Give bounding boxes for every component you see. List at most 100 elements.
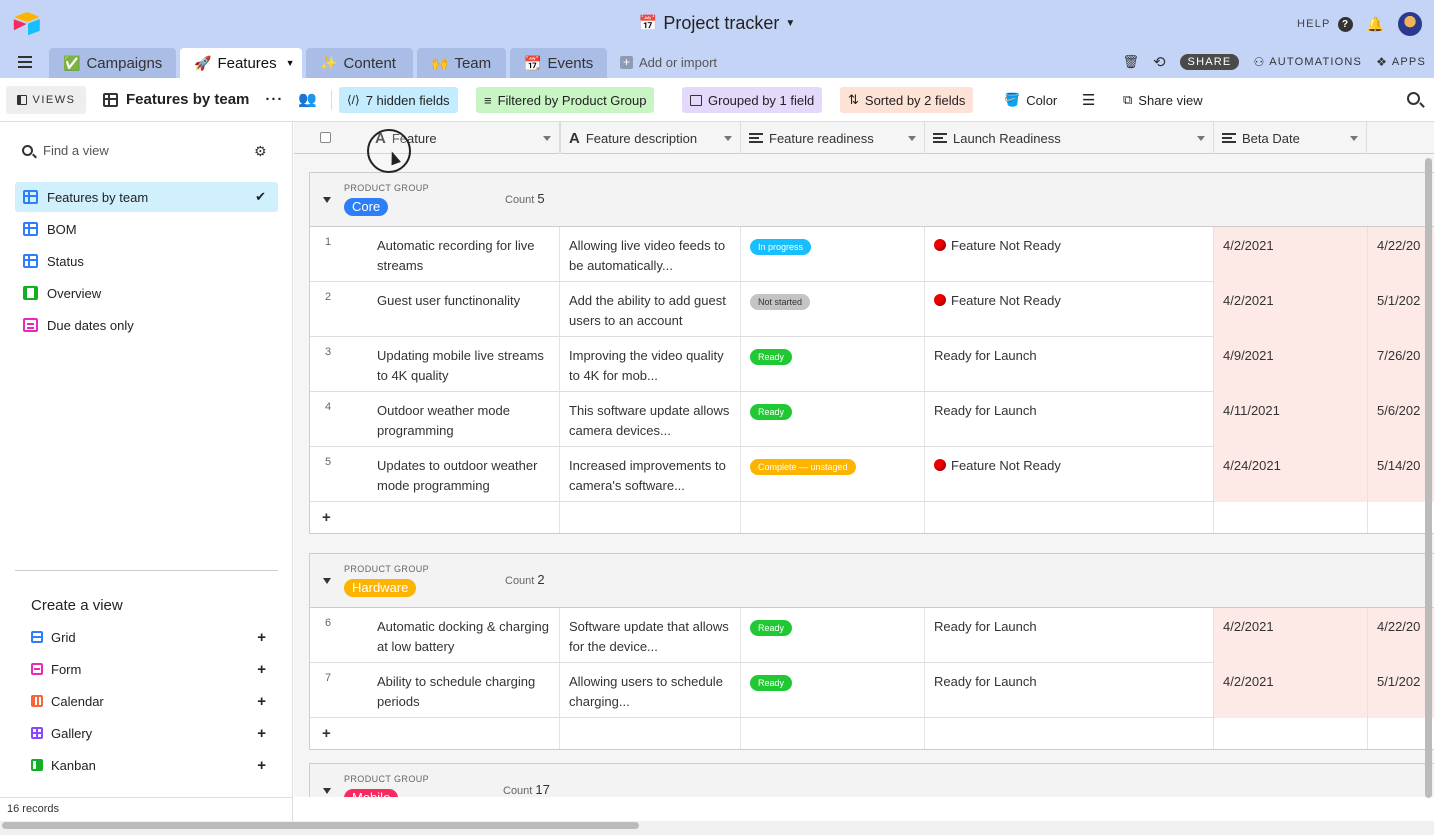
tab-events[interactable]: 📆 Events — [510, 48, 607, 78]
cell-launch-readiness[interactable]: Ready for Launch — [925, 608, 1214, 663]
cell-feature-description[interactable]: Allowing live video feeds to be automati… — [560, 227, 741, 282]
apps-button[interactable]: ❖ APPS — [1376, 55, 1426, 69]
create-grid-view[interactable]: Grid + — [31, 626, 271, 648]
cell-launch-readiness[interactable]: Feature Not Ready — [925, 447, 1214, 502]
cell-feature-readiness[interactable]: In progress — [741, 227, 925, 282]
create-form-view[interactable]: Form + — [31, 658, 271, 680]
collapse-caret-icon[interactable] — [323, 197, 331, 203]
chevron-down-icon[interactable] — [1350, 136, 1358, 141]
cell-feature[interactable]: Automatic recording for live streams — [310, 227, 560, 282]
cell-next-date[interactable]: 4/22/20 — [1368, 227, 1434, 282]
sidebar-item-due-dates-only[interactable]: Due dates only — [15, 310, 278, 340]
cell-launch-readiness[interactable]: Ready for Launch — [925, 337, 1214, 392]
notifications-bell-icon[interactable]: 🔔 — [1366, 15, 1384, 32]
cell-next-date[interactable]: 7/26/20 — [1368, 337, 1434, 392]
cell-feature[interactable]: Guest user functinonality — [310, 282, 560, 337]
filter-button[interactable]: ≡ Filtered by Product Group — [476, 87, 655, 113]
chevron-down-icon[interactable] — [908, 136, 916, 141]
history-icon[interactable]: ⟲ — [1152, 54, 1166, 71]
hamburger-menu-icon[interactable] — [18, 56, 32, 68]
row-height-button[interactable]: ☰ — [1074, 87, 1103, 113]
cell-next-date[interactable]: 5/1/202 — [1368, 663, 1434, 718]
chevron-down-icon[interactable] — [724, 136, 732, 141]
plus-icon[interactable]: + — [322, 725, 331, 742]
table-row[interactable]: 4 Outdoor weather mode programming This so… — [310, 392, 1434, 447]
chevron-down-icon[interactable]: ▼ — [285, 58, 295, 68]
cell-next-date[interactable]: 4/22/20 — [1368, 608, 1434, 663]
column-header-feature-readiness[interactable]: Feature readiness — [741, 122, 925, 154]
plus-icon[interactable]: + — [257, 756, 266, 774]
cell-launch-readiness[interactable]: Feature Not Ready — [925, 227, 1214, 282]
cell-feature-readiness[interactable]: Ready — [741, 663, 925, 718]
cell-feature-readiness[interactable]: Complete — unstaged — [741, 447, 925, 502]
add-record-row[interactable]: + — [310, 718, 1434, 749]
cell-feature-readiness[interactable]: Not started — [741, 282, 925, 337]
collapse-caret-icon[interactable] — [323, 788, 331, 794]
table-row[interactable]: 1 Automatic recording for live streams All… — [310, 227, 1434, 282]
select-all-checkbox[interactable] — [320, 132, 331, 143]
tab-campaigns[interactable]: ✅ Campaigns — [49, 48, 176, 78]
cell-feature-readiness[interactable]: Ready — [741, 608, 925, 663]
table-row[interactable]: 6 Automatic docking & charging at low bat… — [310, 608, 1434, 663]
create-gallery-view[interactable]: Gallery + — [31, 722, 271, 744]
create-kanban-view[interactable]: Kanban + — [31, 754, 271, 776]
table-row[interactable]: 5 Updates to outdoor weather mode program… — [310, 447, 1434, 502]
cell-feature[interactable]: Updates to outdoor weather mode programm… — [310, 447, 560, 502]
group-header[interactable]: PRODUCT GROUP Core Count 5 — [310, 173, 1434, 227]
cell-feature-description[interactable]: Add the ability to add guest users to an… — [560, 282, 741, 337]
cell-feature-description[interactable]: This software update allows camera devic… — [560, 392, 741, 447]
cell-feature[interactable]: Updating mobile live streams to 4K quali… — [310, 337, 560, 392]
cell-next-date[interactable]: 5/1/202 — [1368, 282, 1434, 337]
cell-beta-date[interactable]: 4/24/2021 — [1214, 447, 1368, 502]
cell-beta-date[interactable]: 4/2/2021 — [1214, 608, 1368, 663]
share-button[interactable]: SHARE — [1179, 54, 1240, 70]
horizontal-scrollbar[interactable] — [2, 822, 639, 829]
column-header-launch-readiness[interactable]: Launch Readiness — [925, 122, 1214, 154]
chevron-down-icon[interactable] — [1197, 136, 1205, 141]
find-view-search[interactable]: Find a view — [22, 140, 272, 160]
plus-icon[interactable]: + — [257, 628, 266, 646]
cell-feature-readiness[interactable]: Ready — [741, 392, 925, 447]
cell-launch-readiness[interactable]: Feature Not Ready — [925, 282, 1214, 337]
column-header-feature-description[interactable]: A Feature description — [560, 122, 741, 154]
plus-icon[interactable]: + — [257, 692, 266, 710]
table-row[interactable]: 7 Ability to schedule charging periods All… — [310, 663, 1434, 718]
cell-next-date[interactable]: 5/6/202 — [1368, 392, 1434, 447]
current-view-name[interactable]: Features by team ··· — [103, 91, 283, 108]
cell-feature-description[interactable]: Increased improvements to camera's softw… — [560, 447, 741, 502]
cell-next-date[interactable]: 5/14/20 — [1368, 447, 1434, 502]
cell-feature[interactable]: Ability to schedule charging periods — [310, 663, 560, 718]
cell-feature-description[interactable]: Allowing users to schedule charging... — [560, 663, 741, 718]
cell-beta-date[interactable]: 4/9/2021 — [1214, 337, 1368, 392]
tab-features[interactable]: 🚀 Features ▼ — [180, 48, 302, 78]
help-button[interactable]: HELP ? — [1297, 16, 1353, 32]
hidden-fields-button[interactable]: ⟨/⟩ 7 hidden fields — [339, 87, 458, 113]
collaborators-icon[interactable]: 👥 — [298, 91, 317, 108]
automations-button[interactable]: ⚇ AUTOMATIONS — [1253, 55, 1362, 69]
gear-icon[interactable]: ⚙ — [254, 143, 267, 159]
add-or-import-button[interactable]: + Add or import — [620, 55, 717, 70]
table-row[interactable]: 2 Guest user functinonality Add the abilit… — [310, 282, 1434, 337]
more-options-icon[interactable]: ··· — [265, 91, 284, 108]
trash-icon[interactable]: 🗑 — [1122, 54, 1139, 69]
plus-icon[interactable]: + — [257, 660, 266, 678]
column-header-beta-date[interactable]: Beta Date — [1214, 122, 1367, 154]
tab-team[interactable]: 🙌 Team — [417, 48, 506, 78]
cell-launch-readiness[interactable]: Ready for Launch — [925, 392, 1214, 447]
add-record-row[interactable]: + — [310, 502, 1434, 533]
sidebar-item-bom[interactable]: BOM — [15, 214, 278, 244]
chevron-down-icon[interactable] — [543, 136, 551, 141]
sort-button[interactable]: ⇅ Sorted by 2 fields — [840, 87, 974, 113]
cell-feature-readiness[interactable]: Ready — [741, 337, 925, 392]
cell-launch-readiness[interactable]: Ready for Launch — [925, 663, 1214, 718]
base-title-button[interactable]: 📅 Project tracker ▼ — [639, 13, 796, 34]
sidebar-item-status[interactable]: Status — [15, 246, 278, 276]
share-view-button[interactable]: ⧉ Share view — [1115, 87, 1211, 113]
collapse-caret-icon[interactable] — [323, 578, 331, 584]
search-icon[interactable] — [1407, 92, 1420, 105]
tab-content[interactable]: ✨ Content — [306, 48, 413, 78]
cell-feature[interactable]: Outdoor weather mode programming — [310, 392, 560, 447]
cell-beta-date[interactable]: 4/2/2021 — [1214, 663, 1368, 718]
cell-beta-date[interactable]: 4/11/2021 — [1214, 392, 1368, 447]
